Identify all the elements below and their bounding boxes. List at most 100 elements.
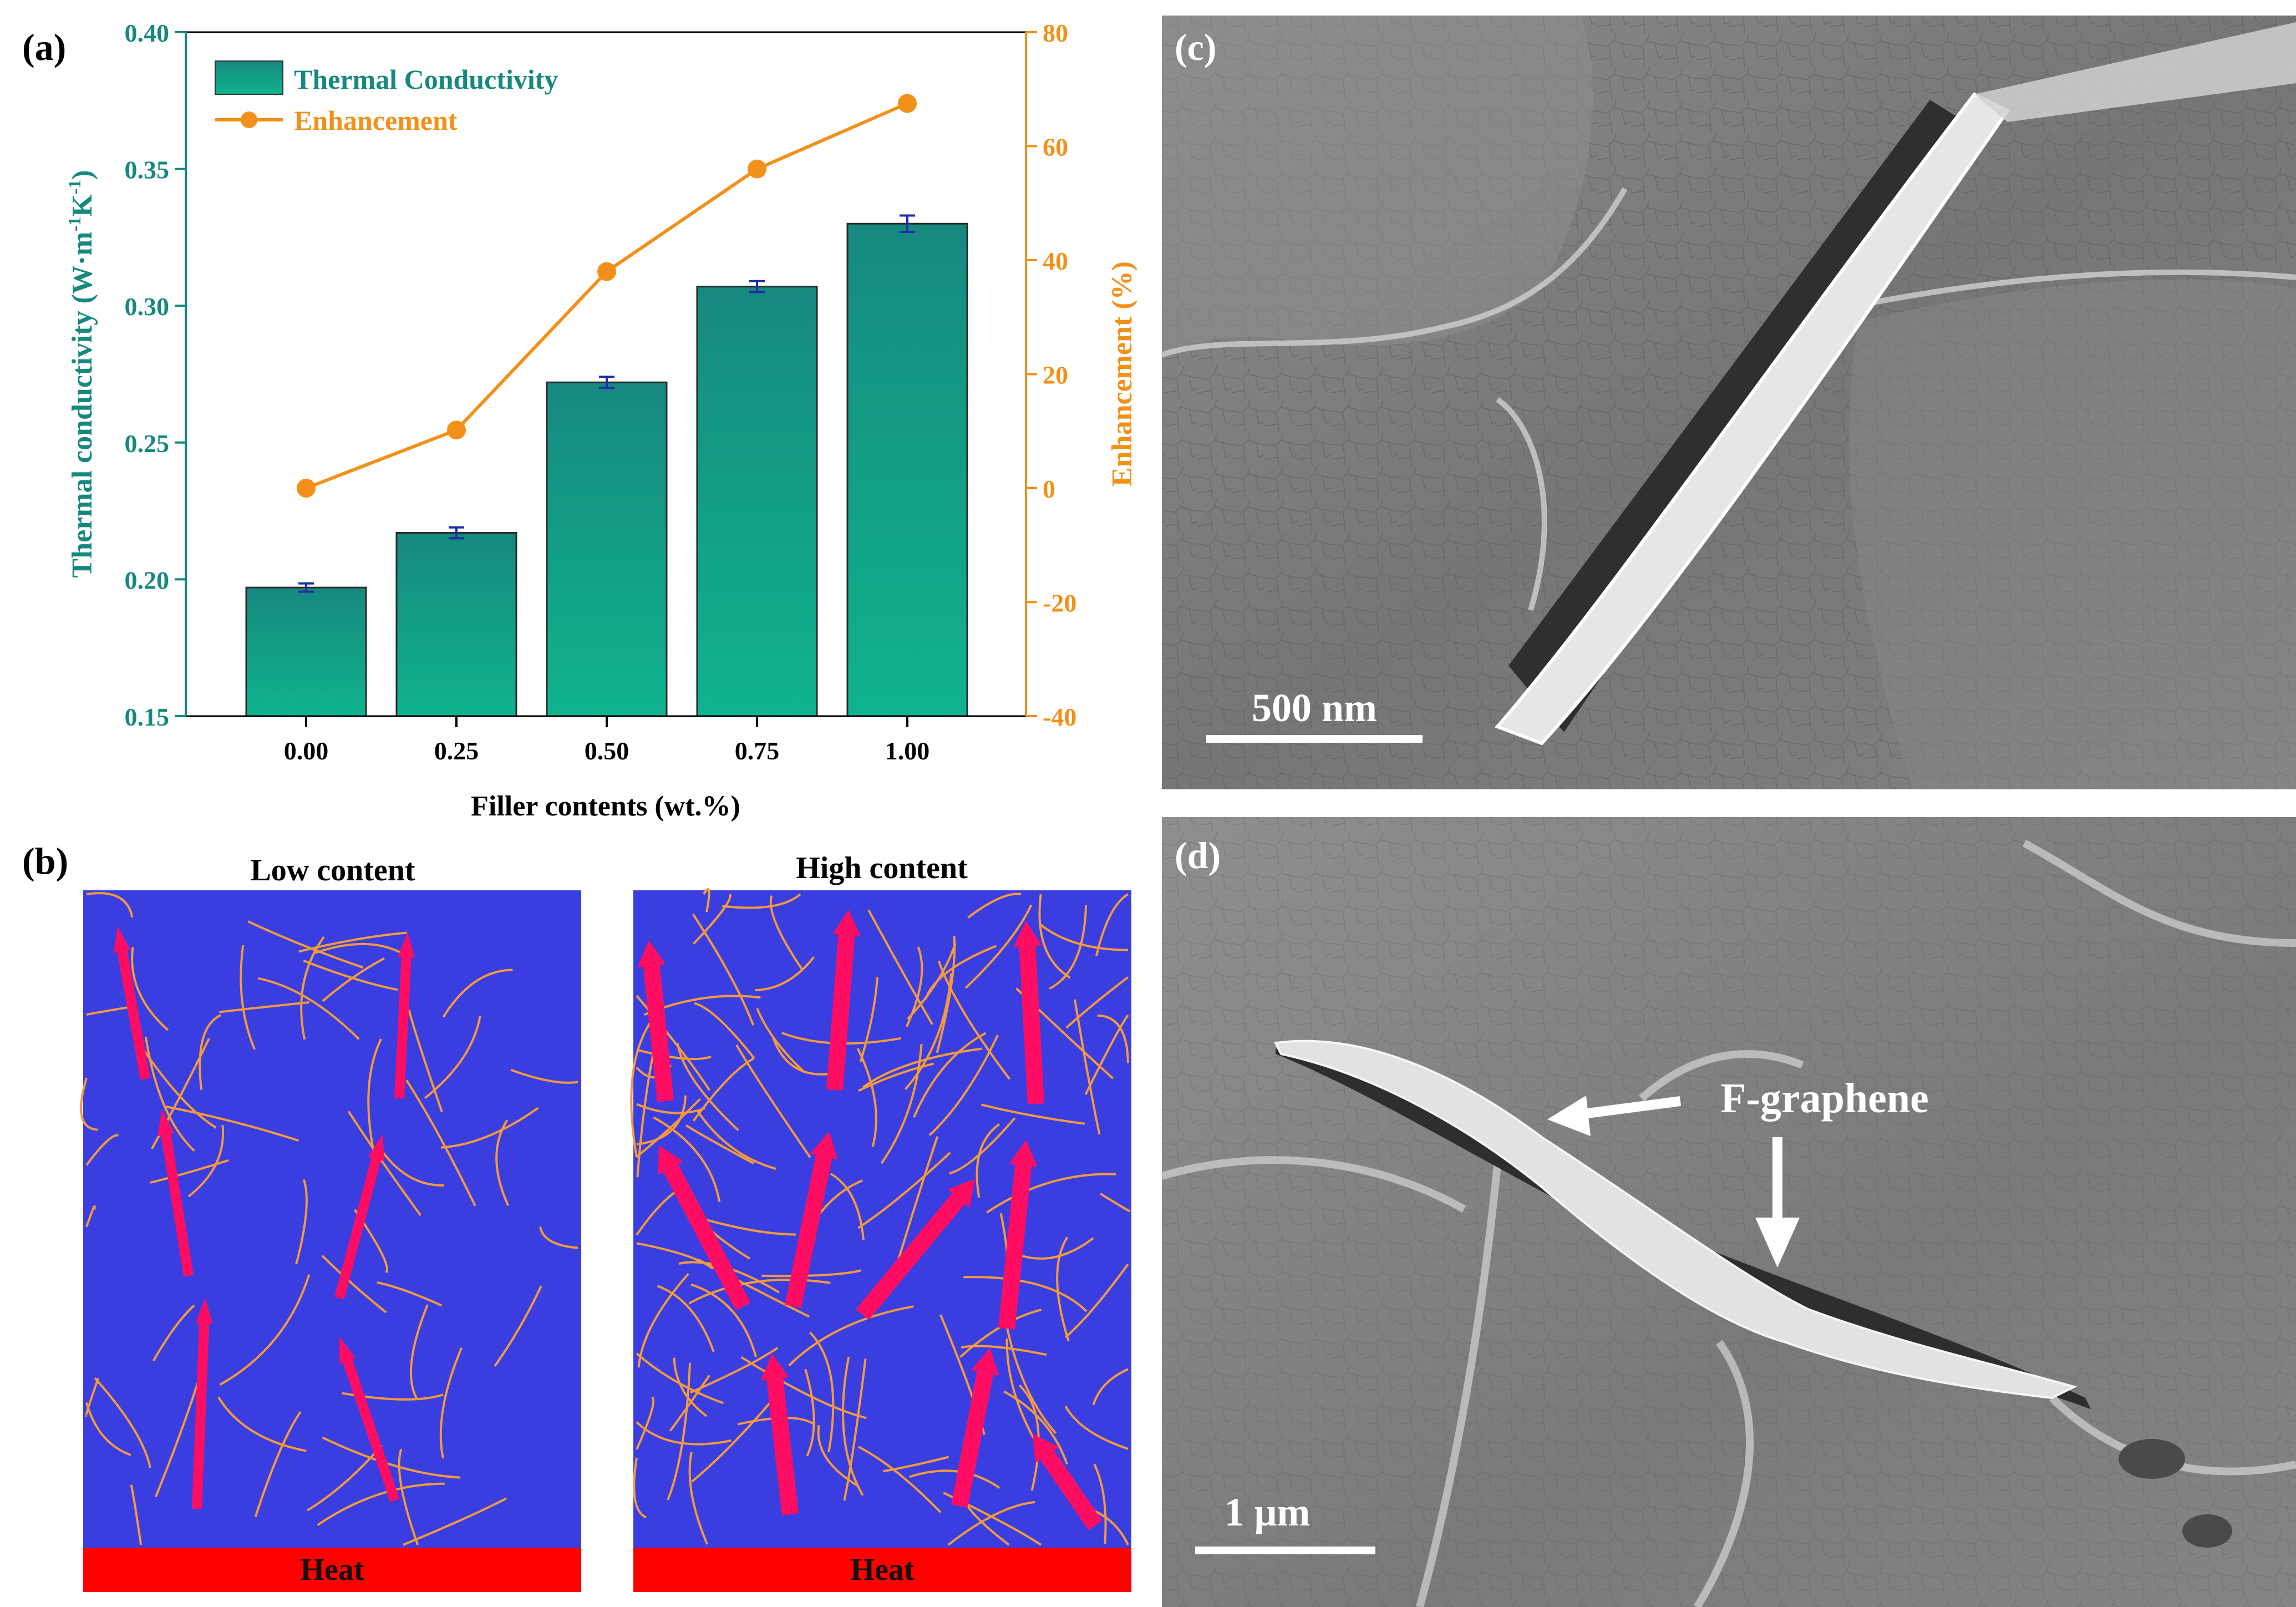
- filler-fiber: [636, 1352, 724, 1405]
- filler-fiber: [673, 1357, 708, 1417]
- low-fibers: [80, 892, 578, 1546]
- sem-c-ridge: [1161, 187, 2296, 611]
- filler-fiber: [693, 894, 732, 945]
- filler-fiber: [1064, 1263, 1129, 1339]
- filler-fiber: [857, 1152, 951, 1229]
- filler-fiber: [314, 942, 400, 954]
- left-tick-label: 0.15: [125, 703, 170, 731]
- filler-fiber: [85, 1205, 96, 1228]
- heat-path-arrowhead: [398, 932, 415, 958]
- sem-d-texture: [1162, 817, 2296, 1607]
- filler-fiber: [690, 1347, 779, 1394]
- filler-fiber: [442, 969, 513, 1018]
- filler-fiber: [907, 943, 957, 1020]
- heat-path-arrow: [663, 1164, 751, 1310]
- filler-fiber: [963, 1276, 1088, 1312]
- enhancement-point-0.75: [748, 159, 766, 179]
- heat-path-arrow: [343, 1359, 400, 1502]
- bar-1.00: [846, 222, 968, 717]
- filler-fiber: [1018, 1384, 1040, 1491]
- heat-path-arrow: [643, 965, 674, 1102]
- left-tick-label: 0.30: [125, 292, 170, 321]
- heat-path-arrowhead: [760, 1353, 789, 1381]
- error-bar-0.50: [599, 376, 614, 389]
- filler-fiber: [862, 1047, 983, 1088]
- filler-fiber: [247, 920, 364, 969]
- filler-fiber: [217, 1396, 307, 1452]
- right-tick-label: 20: [1043, 361, 1068, 389]
- filler-fiber: [669, 1375, 710, 1432]
- heat-path-arrowhead: [658, 1145, 683, 1175]
- left-axis-ticks: 0.15 0.20 0.25 0.30 0.35 0.40: [125, 19, 186, 731]
- filler-fiber: [1093, 1463, 1107, 1544]
- filler-fiber: [80, 1077, 98, 1131]
- heat-path-arrow: [1040, 1450, 1103, 1530]
- filler-fiber: [894, 1136, 939, 1271]
- filler-fiber: [857, 1446, 942, 1513]
- filler-fiber: [303, 960, 398, 991]
- filler-fiber: [986, 1173, 1116, 1214]
- filler-fiber: [692, 1057, 754, 1122]
- filler-fiber: [692, 913, 755, 1026]
- filler-fiber: [254, 1411, 302, 1518]
- filler-fiber: [949, 1117, 1016, 1175]
- x-tick-label: 0.75: [735, 737, 780, 765]
- filler-fiber: [694, 1002, 755, 1059]
- x-tick-label: 0.25: [434, 737, 479, 765]
- filler-fiber: [964, 904, 1033, 989]
- filler-fiber: [867, 909, 933, 1025]
- filler-fiber: [913, 1032, 987, 1118]
- filler-fiber: [636, 1048, 712, 1061]
- right-tick-label: 80: [1043, 19, 1068, 47]
- filler-fiber: [367, 1038, 382, 1157]
- filler-fiber: [440, 1107, 539, 1149]
- filler-fiber: [636, 1396, 655, 1450]
- x-axis-ticks: 0.00 0.25 0.50 0.75 1.00: [284, 716, 929, 765]
- error-bar-0.00: [298, 582, 314, 593]
- filler-fiber: [495, 1119, 510, 1206]
- heat-path-arrowhead: [368, 1134, 385, 1162]
- heat-path-arrow: [161, 1134, 194, 1277]
- filler-fiber: [85, 1402, 131, 1456]
- legend-bar-label: Thermal Conductivity: [294, 64, 558, 95]
- panel-c-label: (c): [1175, 26, 1216, 68]
- right-tick-label: -40: [1043, 703, 1076, 731]
- filler-fiber: [788, 1305, 914, 1367]
- x-tick-label: 0.50: [585, 737, 629, 765]
- legend-line-marker: [241, 111, 257, 128]
- heat-path-arrowhead: [1009, 1140, 1038, 1167]
- panel-a-label: (a): [22, 26, 66, 68]
- annotation-arrowhead-left: [1547, 1096, 1591, 1136]
- filler-fiber: [408, 1009, 443, 1113]
- sem-c-flake-highlight: [1974, 22, 2296, 122]
- filler-fiber: [981, 1103, 1085, 1125]
- low-heat-bar: [83, 1548, 581, 1592]
- bar-0.00: [245, 586, 367, 717]
- filler-fiber: [439, 1347, 463, 1459]
- panel-b: (b) Low content Heat High content Heat: [22, 840, 1131, 1592]
- high-content-title: High content: [796, 851, 968, 885]
- annotation-arrowhead-down: [1755, 1218, 1800, 1268]
- filler-fiber: [685, 1124, 754, 1165]
- error-bar-0.25: [449, 526, 464, 540]
- x-axis-title: Filler contents (wt.%): [471, 790, 740, 822]
- enhancement-point-0.00: [297, 479, 316, 498]
- schematic-low-content: Low content Heat: [80, 853, 581, 1592]
- filler-fiber: [722, 893, 801, 909]
- filler-fiber: [257, 977, 360, 1040]
- filler-fiber: [769, 895, 804, 971]
- filler-fiber: [322, 957, 385, 1002]
- filler-fiber: [187, 1125, 225, 1198]
- filler-fiber: [494, 1285, 542, 1367]
- filler-fiber: [424, 1016, 481, 1099]
- low-heat-label: Heat: [300, 1553, 364, 1587]
- schematic-high-content: High content Heat: [630, 851, 1131, 1592]
- heat-path-arrow: [766, 1378, 799, 1515]
- heat-path-arrowhead: [339, 1337, 356, 1364]
- filler-fiber: [906, 946, 923, 1027]
- high-heat-paths: [637, 910, 1103, 1530]
- enhancement-point-1.00: [898, 94, 917, 113]
- filler-fiber: [1064, 1405, 1129, 1450]
- filler-fiber: [539, 1226, 578, 1249]
